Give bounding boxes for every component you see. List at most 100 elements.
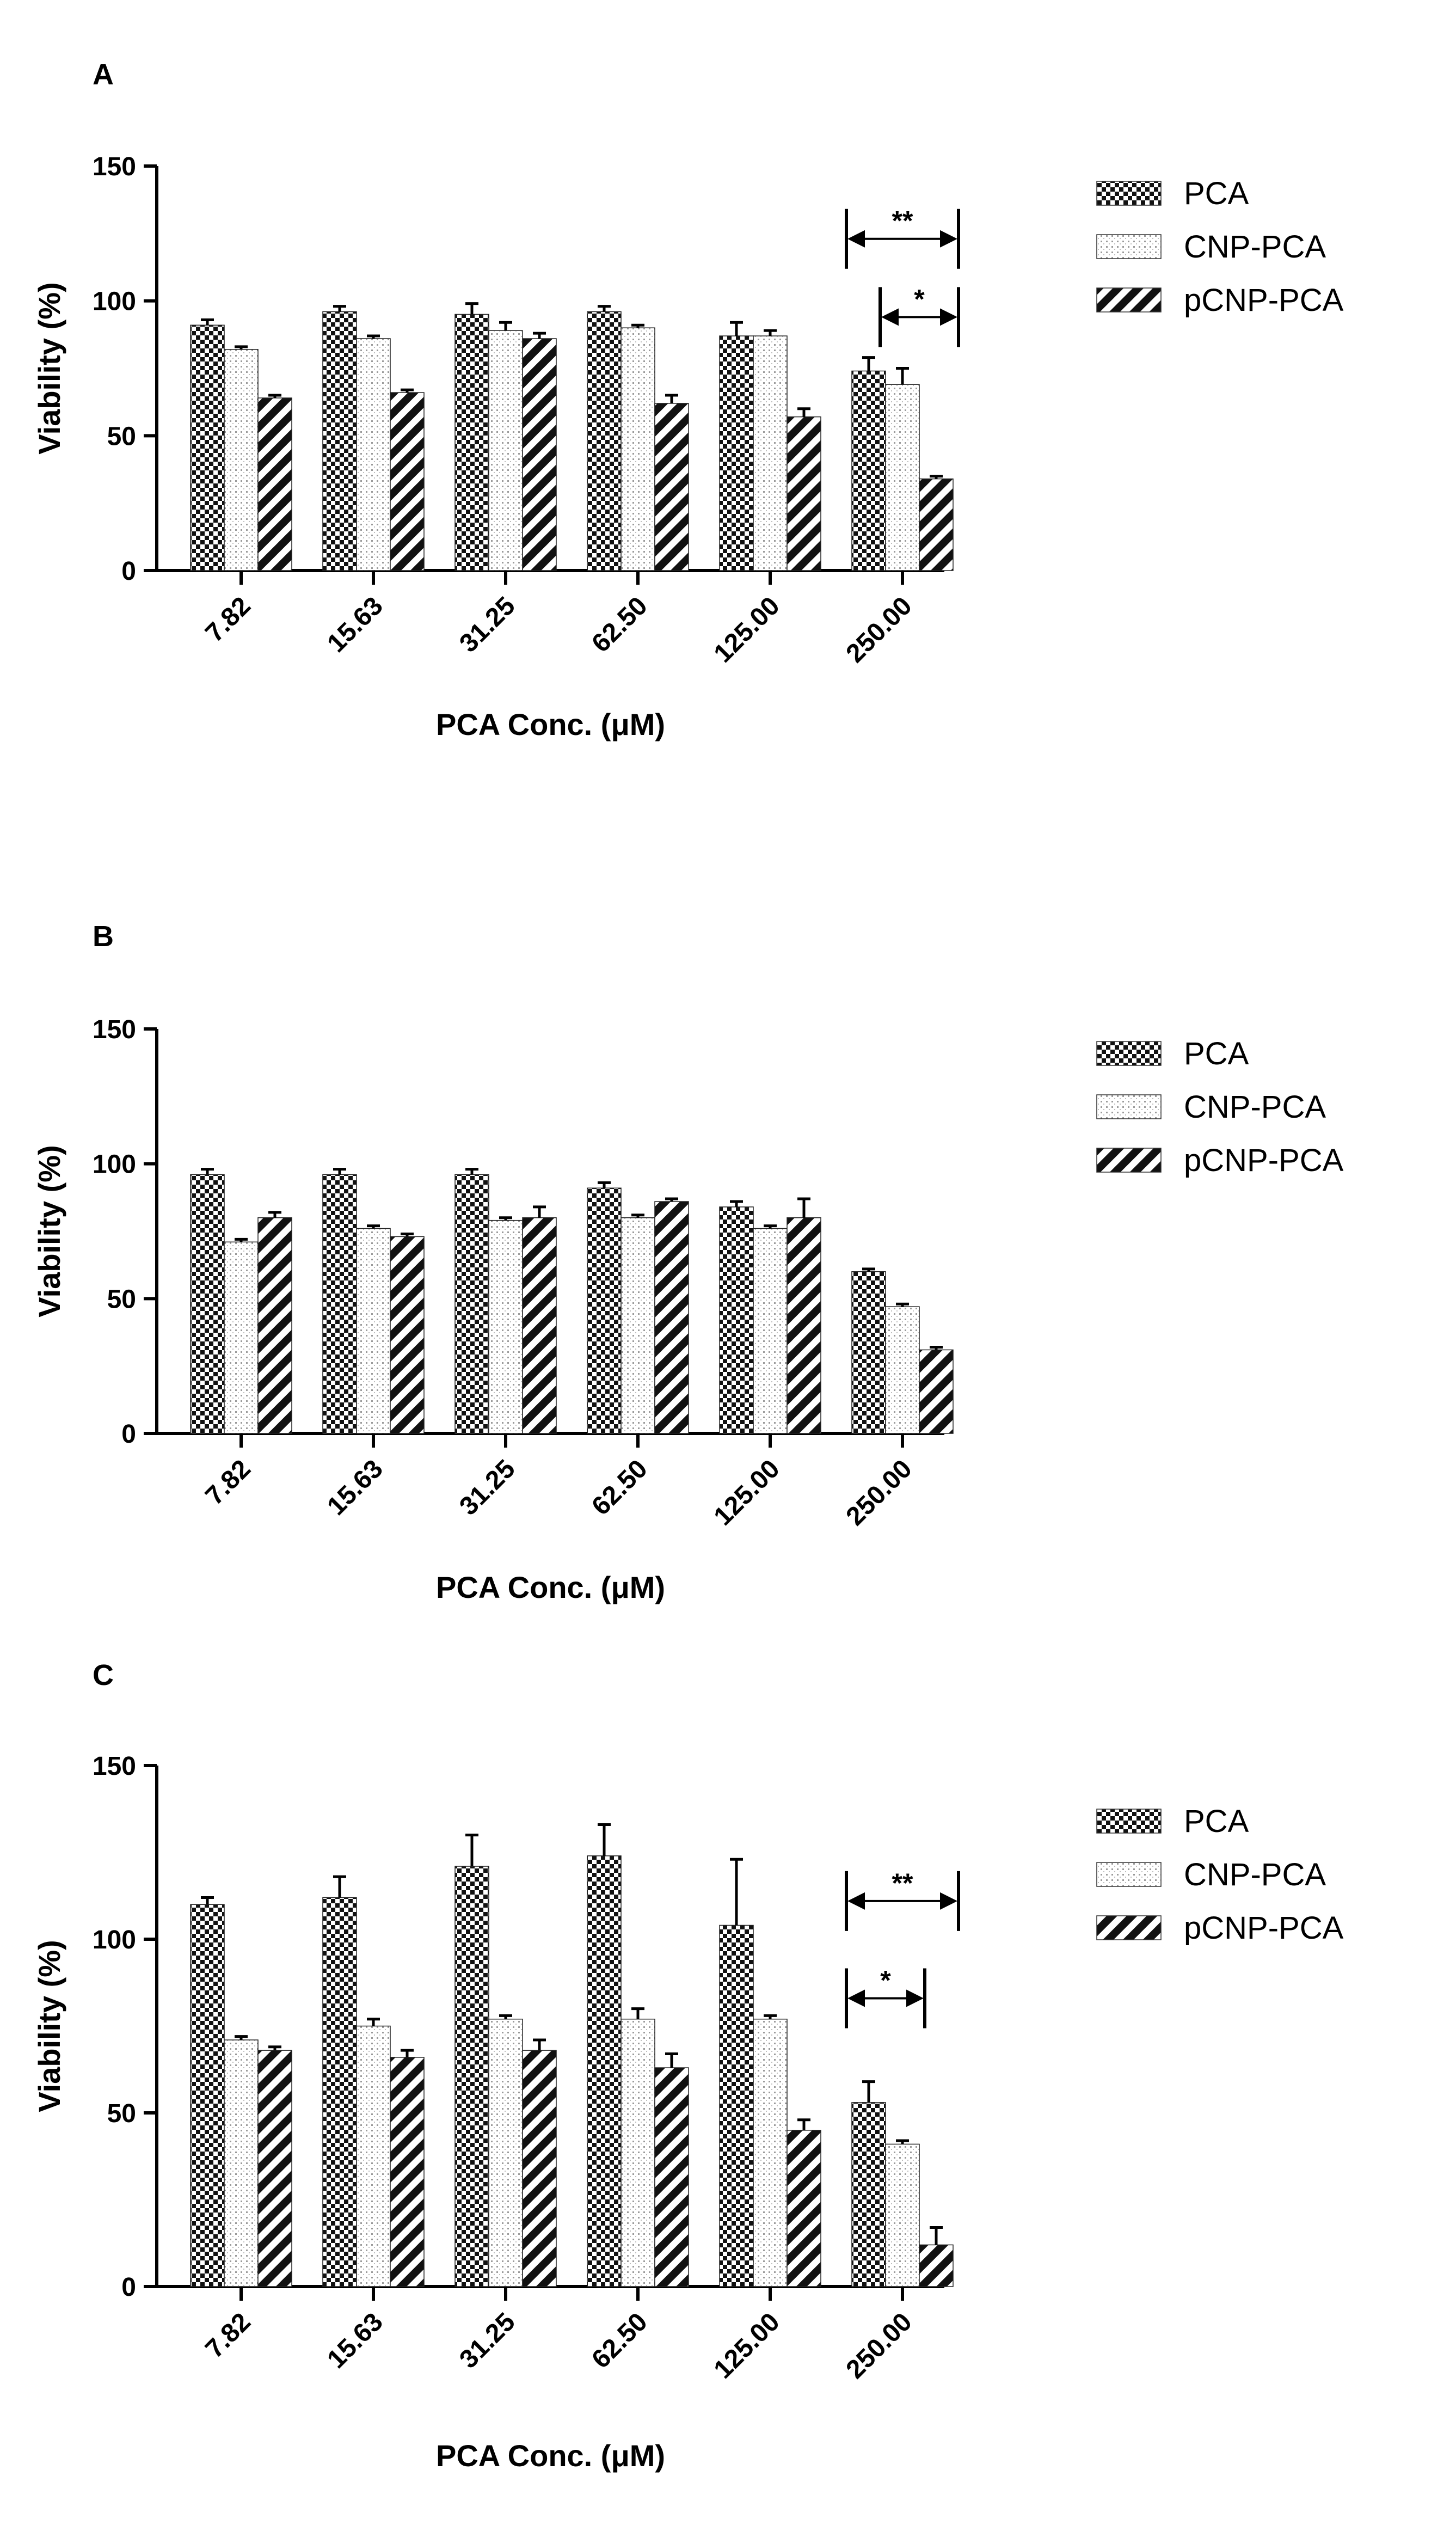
bar-pca-3: [587, 1855, 622, 2287]
bar-pcnp-pca-1: [390, 2057, 425, 2287]
bar-pcnp-pca-0: [257, 2050, 292, 2287]
significance-label: *: [914, 284, 925, 314]
bar-cnp-pca-0: [224, 349, 259, 571]
legend-label: CNP-PCA: [1184, 1089, 1326, 1125]
bar-cnp-pca-2: [488, 1219, 523, 1434]
x-axis-title: PCA Conc. (μM): [436, 2438, 665, 2473]
bar-cnp-pca-5: [885, 1306, 920, 1434]
x-tick-label: 7.82: [200, 1454, 256, 1511]
significance-label: **: [892, 206, 913, 236]
panel-letter: A: [93, 58, 114, 91]
legend-swatch-pca: [1096, 1041, 1162, 1066]
bar-pca-3: [587, 311, 622, 571]
bar-pca-0: [190, 324, 225, 571]
bar-pcnp-pca-2: [522, 338, 557, 571]
bar-pca-4: [719, 1206, 754, 1434]
bar-pcnp-pca-1: [390, 392, 425, 571]
bar-cnp-pca-1: [356, 2025, 391, 2287]
bar-pca-1: [322, 1897, 357, 2287]
bar-cnp-pca-3: [621, 1217, 655, 1434]
bar-pcnp-pca-3: [654, 403, 689, 571]
bar-pcnp-pca-5: [919, 1349, 954, 1434]
legend-label: CNP-PCA: [1184, 1857, 1326, 1892]
y-tick-label: 0: [121, 1420, 136, 1449]
bar-pcnp-pca-5: [919, 478, 954, 571]
legend-label: pCNP-PCA: [1184, 1143, 1344, 1178]
legend-swatch-cnp-pca: [1096, 1862, 1162, 1887]
bar-pcnp-pca-2: [522, 2050, 557, 2287]
x-tick-label: 31.25: [454, 1454, 520, 1521]
bar-cnp-pca-4: [753, 2018, 788, 2287]
bar-pca-4: [719, 1925, 754, 2287]
bar-pcnp-pca-3: [654, 1201, 689, 1434]
bar-pcnp-pca-2: [522, 1217, 557, 1434]
legend-label: pCNP-PCA: [1184, 283, 1344, 318]
x-tick-label: 250.00: [840, 591, 917, 668]
y-axis-title: Viability (%): [32, 1145, 66, 1317]
bar-pca-1: [322, 311, 357, 571]
bar-pca-4: [719, 335, 754, 571]
x-axis-title: PCA Conc. (μM): [436, 707, 665, 741]
bar-pca-3: [587, 1187, 622, 1434]
bar-pcnp-pca-4: [787, 2130, 821, 2287]
legend-swatch-pca: [1096, 1809, 1162, 1834]
chart-panel-c: C 0 50 100 150 Viability (%) 7.82 15.63 31.25 62.…: [32, 1659, 1344, 2473]
bar-pca-5: [851, 2102, 886, 2287]
bar-pcnp-pca-1: [390, 1236, 425, 1434]
bar-cnp-pca-3: [621, 2018, 655, 2287]
chart-panel-a: A 0 50 100 150 Viability (%) 7.82 15.63 31.25 62.…: [32, 58, 1344, 741]
legend-swatch-pca: [1096, 181, 1162, 206]
y-tick-label: 100: [93, 1150, 136, 1179]
x-tick-label: 125.00: [708, 1454, 785, 1531]
legend-label: PCA: [1184, 176, 1249, 211]
y-tick-label: 50: [107, 2099, 136, 2128]
x-tick-label: 250.00: [840, 2307, 917, 2384]
legend-swatch-pcnp-pca: [1096, 287, 1162, 312]
legend-swatch-pcnp-pca: [1096, 1915, 1162, 1940]
bar-cnp-pca-5: [885, 2143, 920, 2287]
y-tick-label: 50: [107, 422, 136, 451]
bar-pca-0: [190, 1174, 225, 1434]
bar-pca-1: [322, 1174, 357, 1434]
legend-swatch-cnp-pca: [1096, 234, 1162, 259]
bar-cnp-pca-4: [753, 335, 788, 571]
bar-cnp-pca-1: [356, 1228, 391, 1434]
bar-cnp-pca-2: [488, 330, 523, 571]
x-tick-label: 15.63: [322, 591, 388, 658]
y-axis-title: Viability (%): [32, 1940, 66, 2112]
legend-swatch-cnp-pca: [1096, 1094, 1162, 1119]
y-axis-title: Viability (%): [32, 282, 66, 454]
bar-cnp-pca-0: [224, 1241, 259, 1434]
x-axis-title: PCA Conc. (μM): [436, 1570, 665, 1604]
bar-pca-5: [851, 370, 886, 571]
bar-pca-0: [190, 1904, 225, 2287]
bar-cnp-pca-4: [753, 1228, 788, 1434]
bar-pcnp-pca-5: [919, 2244, 954, 2287]
bar-cnp-pca-2: [488, 2018, 523, 2287]
y-tick-label: 0: [121, 2273, 136, 2302]
significance-label: *: [880, 1965, 891, 1995]
bar-pca-2: [454, 314, 489, 571]
legend-swatch-pcnp-pca: [1096, 1148, 1162, 1173]
x-tick-label: 15.63: [322, 1454, 388, 1521]
bar-pca-2: [454, 1866, 489, 2287]
x-tick-label: 62.50: [586, 2307, 653, 2374]
y-tick-label: 100: [93, 287, 136, 316]
bar-pca-5: [851, 1271, 886, 1434]
bar-pcnp-pca-3: [654, 2067, 689, 2287]
legend-label: pCNP-PCA: [1184, 1910, 1344, 1946]
x-tick-label: 31.25: [454, 2307, 520, 2374]
x-tick-label: 7.82: [200, 591, 256, 648]
x-tick-label: 31.25: [454, 591, 520, 658]
x-tick-label: 62.50: [586, 1454, 653, 1521]
x-tick-label: 250.00: [840, 1454, 917, 1531]
x-tick-label: 125.00: [708, 591, 785, 668]
y-tick-label: 100: [93, 1926, 136, 1954]
bar-pcnp-pca-0: [257, 1217, 292, 1434]
chart-panel-b: B 0 50 100 150 Viability (%) 7.82 15.63 31.25 62.…: [32, 920, 1344, 1604]
bar-cnp-pca-3: [621, 327, 655, 571]
bar-cnp-pca-0: [224, 2039, 259, 2287]
panel-letter: C: [93, 1659, 114, 1692]
y-tick-label: 150: [93, 1752, 136, 1781]
